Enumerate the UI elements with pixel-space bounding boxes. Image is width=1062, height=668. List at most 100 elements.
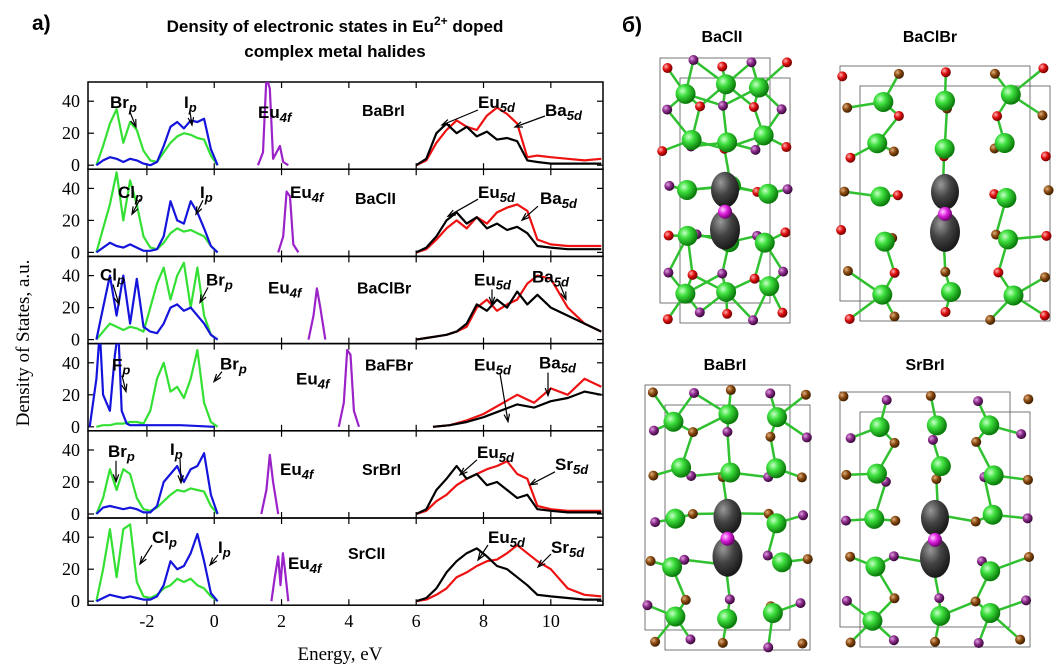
atom [679, 554, 690, 565]
atom [778, 266, 789, 277]
arrow-head [121, 383, 128, 394]
atom [997, 229, 1018, 250]
annotation-subscript: 5d [500, 100, 516, 115]
atom [889, 593, 900, 604]
annotation-text: Eu [280, 460, 302, 479]
annotation: Ba5d [545, 101, 583, 123]
dos-curve [95, 274, 219, 341]
atom [694, 307, 705, 318]
atom [665, 508, 686, 529]
atom [935, 90, 956, 111]
y-tick-label: 20 [62, 559, 80, 579]
annotation-subscript: 4f [289, 285, 303, 300]
annotation-subscript: p [128, 100, 137, 115]
atom [675, 83, 696, 104]
atom [677, 179, 698, 200]
dos-curve [432, 390, 602, 428]
annotation-arrow [189, 111, 193, 126]
atom [872, 284, 893, 305]
atom [681, 129, 702, 150]
arrow-head [112, 474, 120, 484]
plot-frame [87, 517, 604, 606]
atom [642, 600, 653, 611]
structure-label: BaClBr [903, 29, 957, 46]
atom [838, 391, 849, 402]
atom [689, 387, 700, 398]
structure-label: SrBrI [905, 357, 944, 374]
annotation-text: Eu [290, 183, 312, 202]
annotation-arrow [209, 554, 219, 566]
atom [837, 71, 848, 82]
y-tick-label: 20 [62, 123, 80, 143]
atom [993, 267, 1004, 278]
atom [717, 100, 728, 111]
annotation-subscript: p [174, 447, 183, 462]
dos-curve [260, 453, 280, 515]
annotation: Brp [108, 442, 135, 464]
arrow-head [560, 291, 567, 302]
atom [893, 110, 904, 121]
dos-curve [415, 106, 602, 167]
atom [776, 104, 787, 115]
atom [881, 395, 892, 406]
annotation: Ip [218, 538, 231, 560]
annotation-text: Cl [118, 183, 135, 202]
atom [973, 396, 984, 407]
atom [662, 104, 673, 115]
atom [836, 225, 847, 236]
atom [671, 457, 692, 478]
plot-frame [87, 430, 604, 519]
y-tick-label: 20 [62, 472, 80, 492]
annotation-subscript: 4f [311, 190, 325, 205]
dos-curve [415, 547, 602, 603]
annotation-text: Eu [478, 93, 500, 112]
atom [695, 101, 706, 112]
cell-edge [839, 65, 1031, 302]
y-axis-label: Density of States, a.u. [13, 260, 34, 427]
orbital [712, 536, 743, 577]
annotation: Eu5d [478, 183, 516, 205]
atom [867, 133, 888, 154]
dos-curve [415, 464, 602, 515]
annotation: Ip [170, 440, 183, 462]
atom [1041, 230, 1052, 241]
annotation-text: Eu [488, 528, 510, 547]
atom [795, 598, 806, 609]
dos-curve [95, 108, 219, 166]
atom [748, 102, 759, 113]
arrow-head [477, 552, 485, 562]
atom [1022, 513, 1033, 524]
arrow-head [458, 467, 468, 476]
annotation-subscript: p [238, 362, 247, 377]
atom [718, 404, 739, 425]
crystal-structure [838, 390, 1034, 648]
atom [650, 636, 661, 647]
compound-label: SrBrI [362, 462, 401, 479]
atom [845, 637, 856, 648]
annotation: Clp [100, 265, 125, 287]
annotation-text: Eu [258, 103, 280, 122]
atom [687, 427, 698, 438]
atom [758, 183, 779, 204]
atom [717, 637, 728, 648]
atom [874, 231, 895, 252]
y-tick-label: 20 [62, 298, 80, 318]
atom [979, 415, 1000, 436]
annotation-subscript: 4f [309, 561, 323, 576]
annotation-subscript: 5d [500, 190, 516, 205]
arrow-head [195, 206, 203, 216]
atom [717, 61, 728, 72]
atom [749, 273, 760, 284]
atom [766, 458, 787, 479]
annotation: Ba5d [540, 189, 578, 211]
annotation-subscript: p [222, 545, 231, 560]
annotation: Ip [184, 93, 197, 115]
atom [663, 411, 684, 432]
atom [930, 636, 941, 647]
atom [996, 187, 1017, 208]
annotation-subscript: 5d [569, 545, 585, 560]
atom [1023, 551, 1034, 562]
atom [717, 132, 738, 153]
panel-label: б) [622, 14, 642, 37]
y-tick-label: 40 [62, 178, 80, 198]
